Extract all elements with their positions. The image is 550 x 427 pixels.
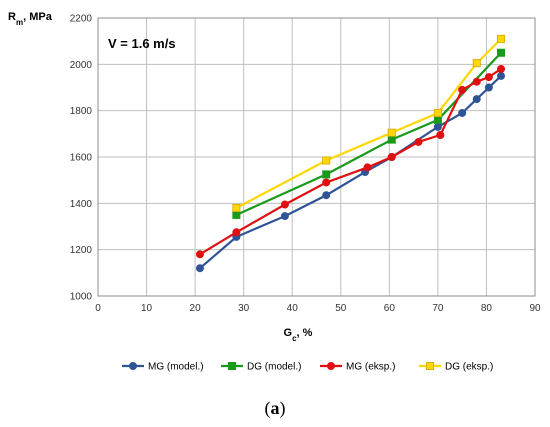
data-point xyxy=(484,83,493,92)
data-point xyxy=(322,191,331,200)
velocity-annotation: V = 1.6 m/s xyxy=(108,36,176,51)
legend-label: MG (model.) xyxy=(148,362,204,373)
x-axis-title: Gc, % xyxy=(284,327,313,343)
data-point xyxy=(232,210,241,219)
legend-marker xyxy=(128,361,137,370)
x-tick-label: 50 xyxy=(335,303,347,314)
data-point xyxy=(436,130,445,139)
data-point xyxy=(472,77,481,86)
data-point xyxy=(484,73,493,82)
data-point xyxy=(322,156,331,165)
data-point xyxy=(497,71,506,80)
legend-marker xyxy=(227,361,236,370)
legend-label: DG (model.) xyxy=(247,362,301,373)
legend-item: DG (model.) xyxy=(221,362,301,373)
data-point xyxy=(387,152,396,161)
x-tick-label: 70 xyxy=(432,303,444,314)
x-tick-label: 20 xyxy=(190,303,202,314)
legend-item: DG (eksp.) xyxy=(419,362,493,373)
y-tick-label: 1200 xyxy=(70,245,93,256)
data-point xyxy=(458,108,467,117)
x-tick-label: 90 xyxy=(529,303,541,314)
y-tick-labels: 1000 1200 1400 1600 1800 2000 2200 xyxy=(70,14,93,303)
plot-frame xyxy=(97,17,536,297)
legend-item: MG (eksp.) xyxy=(320,362,395,373)
legend-marker xyxy=(425,361,434,370)
y-tick-label: 1400 xyxy=(70,199,93,210)
data-point xyxy=(280,212,289,221)
data-point xyxy=(363,163,372,172)
data-point xyxy=(458,85,467,94)
data-point xyxy=(387,135,396,144)
data-point xyxy=(497,64,506,73)
x-tick-label: 80 xyxy=(481,303,493,314)
y-tick-label: 1600 xyxy=(70,153,93,164)
series-dg-eksp xyxy=(232,34,506,212)
data-point xyxy=(472,59,481,68)
data-point xyxy=(195,250,204,259)
data-point xyxy=(497,48,506,57)
x-tick-label: 10 xyxy=(141,303,153,314)
x-tick-label: 30 xyxy=(238,303,250,314)
y-tick-label: 1800 xyxy=(70,106,93,117)
legend: MG (model.) DG (model.) MG (eksp.) DG (eksp… xyxy=(122,362,493,373)
x-tick-label: 40 xyxy=(287,303,299,314)
data-point xyxy=(472,95,481,104)
data-point xyxy=(195,264,204,273)
series-mg-eksp xyxy=(195,64,506,259)
data-point xyxy=(497,34,506,43)
legend-marker xyxy=(326,361,335,370)
grid xyxy=(97,17,536,297)
data-point xyxy=(433,108,442,117)
legend-label: DG (eksp.) xyxy=(445,362,493,373)
series-line xyxy=(235,38,502,209)
data-point xyxy=(414,137,423,146)
data-point xyxy=(232,228,241,237)
y-tick-label: 1000 xyxy=(70,292,93,303)
y-tick-label: 2000 xyxy=(70,60,93,71)
figure-caption: (a) xyxy=(265,398,286,419)
legend-label: MG (eksp.) xyxy=(346,362,395,373)
data-point xyxy=(322,178,331,187)
x-tick-label: 0 xyxy=(95,303,101,314)
x-tick-label: 60 xyxy=(384,303,396,314)
data-point xyxy=(433,122,442,131)
x-tick-labels: 0 10 20 30 40 50 60 70 80 90 xyxy=(95,303,541,314)
legend-item: MG (model.) xyxy=(122,362,204,373)
data-point xyxy=(387,128,396,137)
series-group xyxy=(195,34,506,273)
y-tick-label: 2200 xyxy=(70,14,93,25)
data-point xyxy=(322,170,331,179)
data-point xyxy=(433,115,442,124)
data-point xyxy=(232,203,241,212)
y-axis-title: Rm, MPa xyxy=(8,11,53,27)
data-point xyxy=(280,200,289,209)
